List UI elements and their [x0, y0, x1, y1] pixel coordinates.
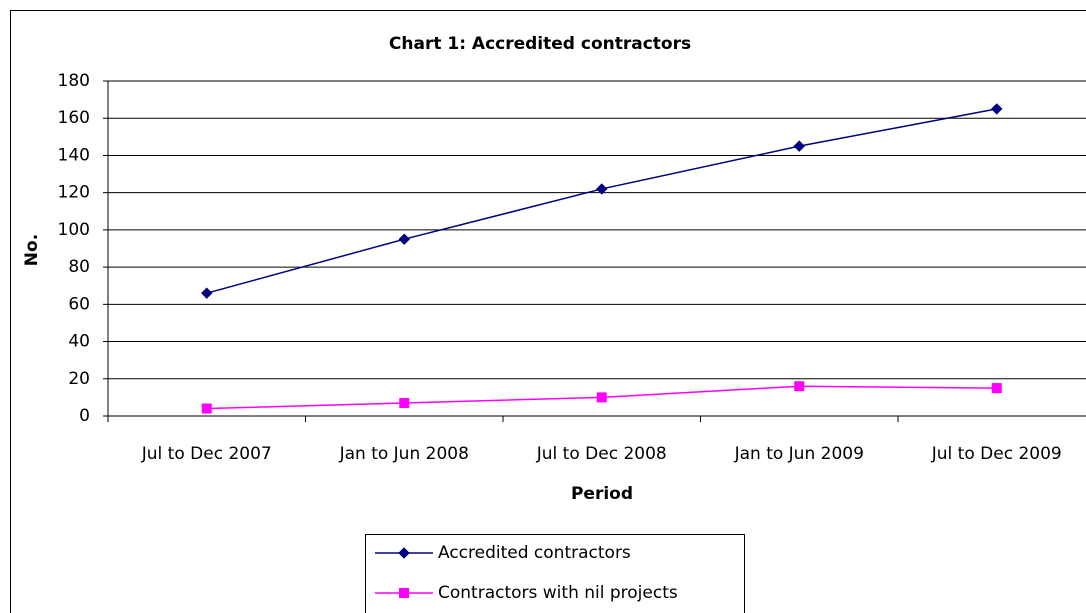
legend-label: Accredited contractors	[438, 543, 631, 563]
data-point	[201, 287, 213, 299]
data-point	[991, 103, 1003, 115]
y-tick-label: 180	[58, 71, 90, 91]
x-tick-label: Jul to Dec 2008	[536, 444, 667, 464]
data-point	[991, 383, 1002, 394]
chart-border	[10, 10, 1086, 613]
legend-label: Contractors with nil projects	[438, 583, 678, 603]
data-point	[201, 403, 212, 414]
x-axis-label: Period	[571, 484, 633, 504]
legend-marker	[398, 547, 410, 559]
chart-title: Chart 1: Accredited contractors	[389, 34, 691, 54]
data-point	[399, 397, 410, 408]
y-tick-label: 40	[68, 332, 90, 352]
y-tick-label: 160	[58, 108, 90, 128]
x-tick-label: Jul to Dec 2009	[931, 444, 1062, 464]
data-point	[793, 140, 805, 152]
y-tick-label: 0	[79, 406, 90, 426]
x-tick-label: Jul to Dec 2007	[141, 444, 272, 464]
x-tick-label: Jan to Jun 2009	[734, 444, 864, 464]
y-tick-label: 60	[68, 294, 90, 314]
y-tick-label: 20	[68, 369, 90, 389]
data-point	[596, 183, 608, 195]
y-tick-label: 100	[58, 220, 90, 240]
x-tick-label: Jan to Jun 2008	[339, 444, 469, 464]
data-point	[398, 233, 410, 245]
legend	[365, 534, 745, 613]
y-tick-label: 80	[68, 257, 90, 277]
y-axis-label: No.	[22, 234, 42, 266]
legend-marker	[399, 588, 409, 598]
data-point	[794, 381, 805, 392]
y-tick-label: 120	[58, 183, 90, 203]
y-tick-label: 140	[58, 145, 90, 165]
data-point	[596, 392, 607, 403]
